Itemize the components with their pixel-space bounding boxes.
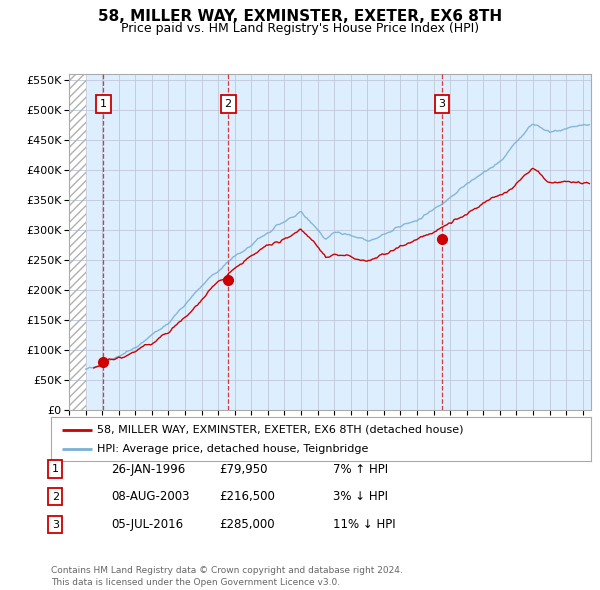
Text: 08-AUG-2003: 08-AUG-2003 <box>111 490 190 503</box>
Text: Price paid vs. HM Land Registry's House Price Index (HPI): Price paid vs. HM Land Registry's House … <box>121 22 479 35</box>
Bar <box>69 74 86 410</box>
Text: 7% ↑ HPI: 7% ↑ HPI <box>333 463 388 476</box>
Text: 3: 3 <box>439 99 446 109</box>
Text: £216,500: £216,500 <box>219 490 275 503</box>
Text: 1: 1 <box>100 99 107 109</box>
Text: 26-JAN-1996: 26-JAN-1996 <box>111 463 185 476</box>
Text: 58, MILLER WAY, EXMINSTER, EXETER, EX6 8TH (detached house): 58, MILLER WAY, EXMINSTER, EXETER, EX6 8… <box>97 425 463 434</box>
Bar <box>69 74 86 410</box>
Text: Contains HM Land Registry data © Crown copyright and database right 2024.
This d: Contains HM Land Registry data © Crown c… <box>51 566 403 587</box>
Text: 3% ↓ HPI: 3% ↓ HPI <box>333 490 388 503</box>
Text: HPI: Average price, detached house, Teignbridge: HPI: Average price, detached house, Teig… <box>97 444 368 454</box>
Text: 2: 2 <box>224 99 232 109</box>
Text: 1: 1 <box>52 464 59 474</box>
Text: 05-JUL-2016: 05-JUL-2016 <box>111 518 183 531</box>
Text: 2: 2 <box>52 492 59 502</box>
Text: 11% ↓ HPI: 11% ↓ HPI <box>333 518 395 531</box>
Text: 3: 3 <box>52 520 59 529</box>
Text: 58, MILLER WAY, EXMINSTER, EXETER, EX6 8TH: 58, MILLER WAY, EXMINSTER, EXETER, EX6 8… <box>98 9 502 24</box>
Text: £285,000: £285,000 <box>219 518 275 531</box>
Text: £79,950: £79,950 <box>219 463 268 476</box>
